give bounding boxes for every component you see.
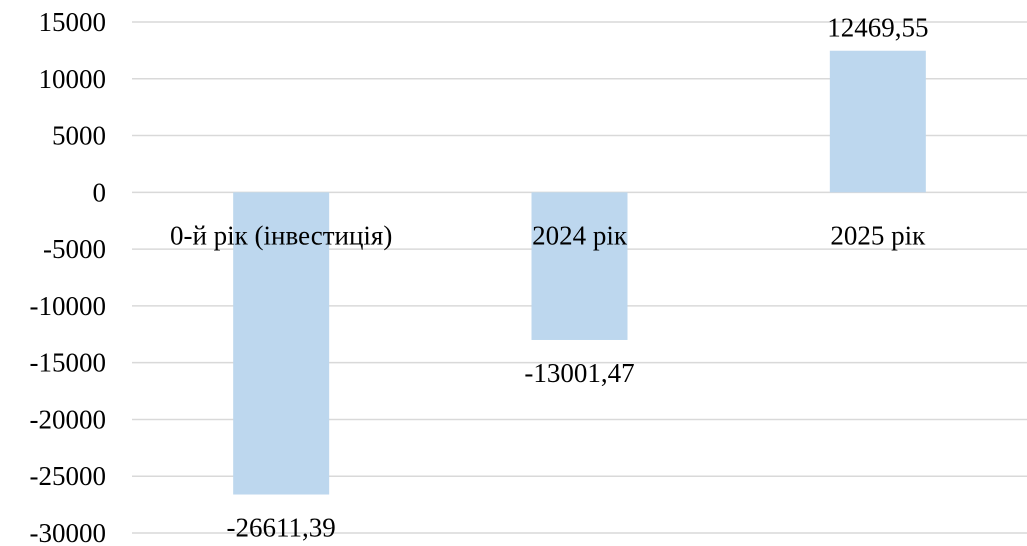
data-label: -13001,47 bbox=[524, 358, 634, 388]
category-labels: 0-й рік (інвестиція) 2024 рік 2025 рік bbox=[170, 220, 926, 250]
y-tick-label: -10000 bbox=[30, 291, 107, 321]
y-tick-label: -5000 bbox=[43, 234, 106, 264]
category-label: 0-й рік (інвестиція) bbox=[170, 220, 392, 250]
y-tick-label: 0 bbox=[93, 177, 107, 207]
category-label: 2024 рік bbox=[532, 220, 628, 250]
data-label: -26611,39 bbox=[227, 513, 336, 543]
data-label: 12469,55 bbox=[827, 13, 928, 43]
y-tick-label: -30000 bbox=[30, 518, 107, 546]
category-label: 2025 рік bbox=[830, 220, 926, 250]
y-tick-label: 10000 bbox=[39, 64, 107, 94]
y-tick-label: -25000 bbox=[30, 461, 107, 491]
y-tick-label: -20000 bbox=[30, 404, 107, 434]
y-tick-label: -15000 bbox=[30, 348, 107, 378]
data-labels: -26611,39 -13001,47 12469,55 bbox=[227, 13, 929, 543]
bars bbox=[233, 50, 926, 495]
bar bbox=[829, 50, 926, 193]
bar bbox=[531, 192, 628, 340]
y-axis-tick-labels: 15000 10000 5000 0 -5000 -10000 -15000 -20000 -2… bbox=[30, 7, 107, 546]
y-tick-label: 5000 bbox=[52, 121, 106, 151]
y-tick-label: 15000 bbox=[39, 7, 107, 37]
bar bbox=[233, 192, 330, 495]
